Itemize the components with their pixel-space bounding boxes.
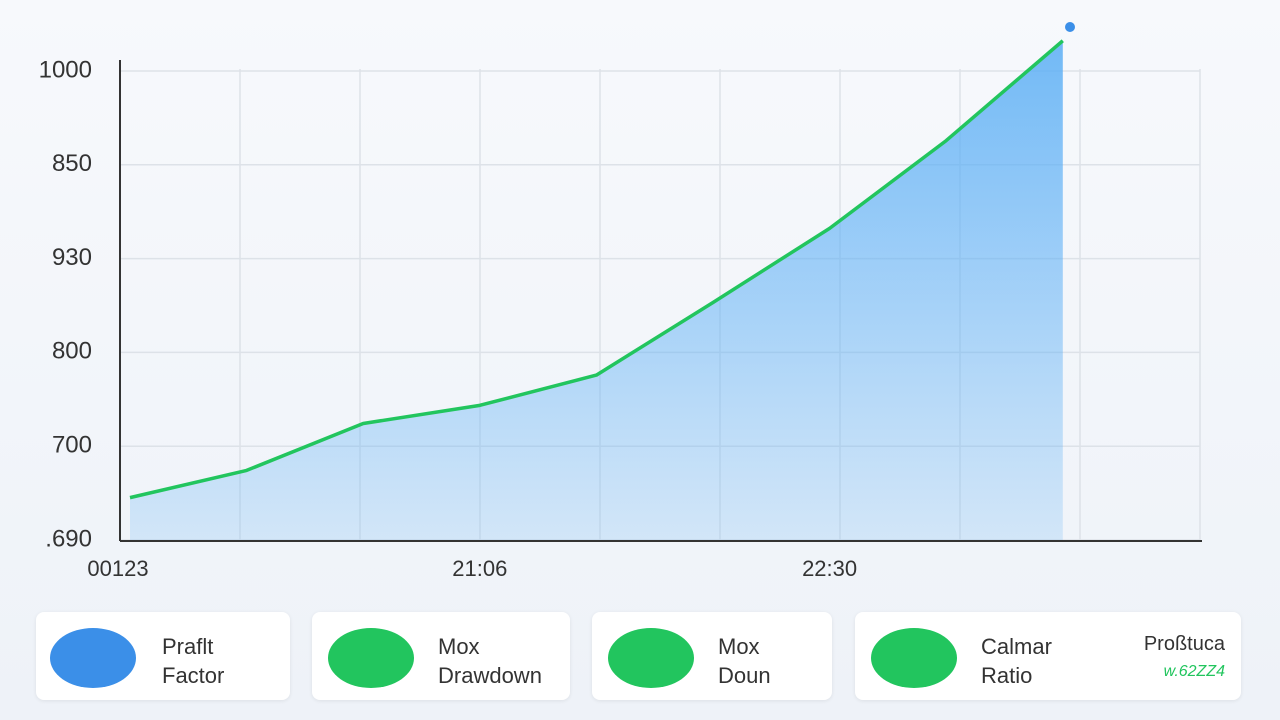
metric-icon bbox=[871, 628, 957, 688]
metric-label: Mox Drawdown bbox=[438, 632, 542, 690]
metric-card: Mox Doun bbox=[592, 612, 832, 700]
y-tick-label: .690 bbox=[45, 525, 92, 552]
metric-icon bbox=[50, 628, 136, 688]
y-tick-label: 800 bbox=[52, 338, 92, 365]
extra-line: w.62ZZ4 bbox=[1163, 663, 1225, 680]
line bbox=[129, 39, 1064, 500]
x-tick-label: 22:30 bbox=[802, 556, 857, 581]
metric-icon bbox=[328, 628, 414, 688]
metric-label: Mox Doun bbox=[718, 632, 771, 690]
y-tick-label: 930 bbox=[52, 244, 92, 271]
extra-line: Proßtuca bbox=[1143, 633, 1225, 655]
metric-label: Calmar Ratio bbox=[981, 632, 1052, 690]
x-tick-label: 00123 bbox=[87, 556, 148, 581]
metric-icon bbox=[608, 628, 694, 688]
label-line: Mox bbox=[718, 634, 760, 659]
label-line: Ratio bbox=[981, 663, 1033, 688]
label-line: Calmar bbox=[981, 634, 1052, 659]
metric-label: Praflt Factor bbox=[162, 632, 224, 690]
y-tick-label: 700 bbox=[52, 432, 92, 459]
y-tick-label: 1000 bbox=[39, 56, 92, 83]
y-tick-label: 850 bbox=[52, 150, 92, 177]
metric-card: Praflt Factor bbox=[36, 612, 290, 700]
metric-card: Mox Drawdown bbox=[312, 612, 570, 700]
label-line: Praflt bbox=[162, 634, 214, 659]
label-line: Factor bbox=[162, 663, 225, 688]
area bbox=[130, 40, 1063, 540]
end-dot bbox=[1065, 22, 1075, 32]
label-line: Mox bbox=[438, 634, 480, 659]
x-tick-label: 21:06 bbox=[452, 556, 507, 581]
metric-extra: Proßtuca w.62ZZ4 bbox=[1144, 630, 1225, 686]
metric-card: Calmar Ratio Proßtuca w.62ZZ4 bbox=[855, 612, 1241, 700]
label-line: Doun bbox=[718, 663, 771, 688]
chart: 1000 850 930 800 700 .690 00123 21:06 22:30 bbox=[39, 22, 1202, 581]
label-line: Drawdown bbox=[438, 663, 542, 688]
cards: Praflt Factor Mox Drawdown Mox Doun Calmar Rati… bbox=[0, 612, 1280, 704]
